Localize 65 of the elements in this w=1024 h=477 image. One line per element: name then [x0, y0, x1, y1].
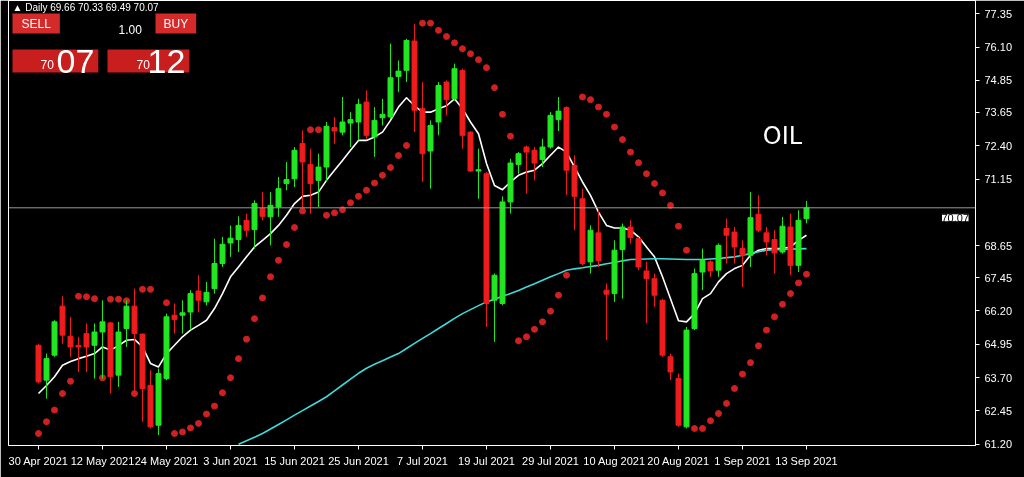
ref-line-label: 70.07 — [941, 211, 970, 224]
candlestick — [283, 161, 290, 191]
candlestick — [43, 353, 50, 400]
candlestick — [395, 59, 402, 93]
x-tick-label: 30 Apr 2021 — [8, 454, 68, 467]
y-tick-label: 68.65 — [984, 239, 1013, 252]
y-tick-label: 67.45 — [984, 271, 1013, 284]
candlestick — [307, 148, 314, 215]
y-tick-label: 71.15 — [984, 173, 1013, 186]
x-tick-label: 15 Jun 2021 — [264, 454, 325, 467]
candlestick — [187, 289, 194, 331]
y-tick-label: 74.85 — [984, 74, 1013, 87]
x-tick-label: 12 May 2021 — [70, 454, 135, 467]
x-tick-label: 3 Jun 2021 — [203, 454, 258, 467]
y-tick-label: 61.20 — [984, 438, 1013, 451]
x-tick-label: 13 Sep 2021 — [775, 454, 838, 467]
candlestick — [643, 261, 650, 324]
x-tick-label: 1 Sep 2021 — [714, 454, 771, 467]
candlestick — [667, 353, 674, 381]
candlestick — [259, 191, 266, 221]
line-series — [37, 96, 808, 395]
candlestick — [315, 153, 322, 208]
x-tick-label: 7 Jul 2021 — [397, 454, 448, 467]
x-tick-label: 20 Aug 2021 — [647, 454, 710, 467]
candlestick — [539, 138, 546, 168]
x-tick-label: 29 Jul 2021 — [522, 454, 579, 467]
y-tick-label: 77.35 — [984, 7, 1013, 20]
candlestick — [603, 282, 610, 341]
annotation: 1.00 — [118, 22, 143, 37]
x-tick-label: 10 Aug 2021 — [583, 454, 646, 467]
candlestick — [651, 273, 658, 308]
candlestick — [171, 302, 178, 335]
annotation: 70 — [40, 57, 55, 72]
y-tick-label: 76.10 — [984, 41, 1013, 54]
y-tick-label: 63.70 — [984, 371, 1013, 384]
candlestick — [243, 213, 250, 238]
candlestick — [195, 274, 202, 313]
annotation: 07 — [56, 41, 95, 80]
candlestick — [179, 299, 186, 335]
y-tick-label: 73.65 — [984, 106, 1013, 119]
y-tick-label: 62.45 — [984, 404, 1013, 417]
x-tick-label: 19 Jul 2021 — [458, 454, 515, 467]
candlestick — [627, 219, 634, 245]
annotation: OIL — [762, 121, 803, 150]
y-tick-label: 64.95 — [984, 338, 1013, 351]
chart-title: ▲ Daily 69.66 70.33 69.49 70.07 — [12, 1, 160, 13]
candlestick — [755, 194, 762, 233]
candlestick — [739, 239, 746, 288]
candlestick — [443, 79, 450, 116]
candlestick — [619, 223, 626, 300]
candlestick — [371, 106, 378, 158]
candlestick — [699, 248, 706, 291]
candlestick — [91, 322, 98, 380]
candlestick — [803, 200, 810, 224]
y-tick-label: 66.20 — [984, 304, 1013, 317]
candlestick — [203, 281, 210, 306]
x-tick-label: 25 Jun 2021 — [328, 454, 389, 467]
candlestick — [99, 299, 106, 380]
candlestick — [475, 148, 482, 200]
y-tick-label: 72.40 — [984, 139, 1013, 152]
annotation: BUY — [163, 16, 189, 31]
candlestick — [331, 116, 338, 145]
candlestick — [299, 129, 306, 208]
x-tick-label: 24 May 2021 — [134, 454, 199, 467]
annotation: SELL — [21, 16, 52, 31]
